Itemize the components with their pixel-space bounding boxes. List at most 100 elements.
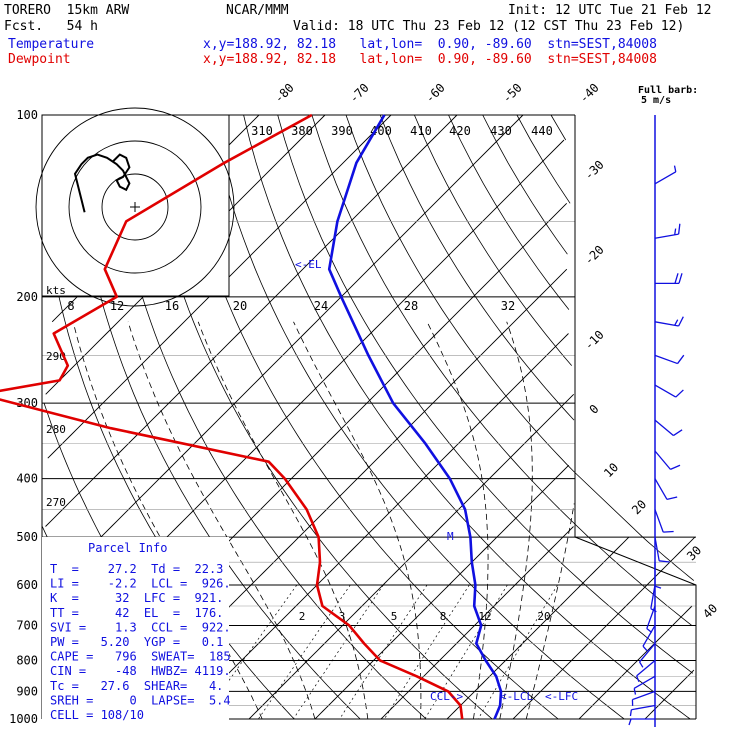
theta-label: 420 (449, 124, 471, 138)
temperature-station-info: x,y=188.92, 82.18 lat,lon= 0.90, -89.60 … (203, 37, 657, 52)
hodograph-panel: kts 8 12 16 20 24 28 32 (35, 107, 515, 313)
dewpoint-legend-label: Dewpoint (8, 52, 71, 67)
wind-barb (655, 273, 683, 285)
mixing-ratio-label: 5 (391, 610, 398, 623)
dry-adiabat-line (209, 114, 625, 720)
theta-label-low: 290 (46, 350, 66, 363)
wind-barb (636, 659, 656, 683)
theta-label-low: 280 (46, 423, 66, 436)
isotherm-label: -60 (423, 81, 448, 106)
parcel-info-title: Parcel Info (88, 541, 167, 555)
full-barb-label: Full barb: (638, 85, 698, 96)
isotherm-line (578, 605, 693, 720)
dry-adiabat-line (448, 114, 570, 310)
hodo-ring (101, 173, 169, 241)
pressure-tick-label: 600 (16, 578, 38, 592)
pressure-tick-label: 900 (16, 684, 38, 698)
pressure-tick-label: 400 (16, 472, 38, 486)
hodo-ring (68, 140, 202, 274)
moist-adiabat-line (499, 321, 533, 720)
pressure-tick-label: 1000 (9, 712, 38, 726)
parcel-info-row: SREH = 0 LAPSE= 5.4 (50, 693, 231, 707)
mixing-ratio-label: 3 (339, 610, 346, 623)
dry-adiabat-line (550, 114, 567, 141)
theta-label: 430 (490, 124, 512, 138)
wind-barb (654, 478, 678, 501)
dry-adiabat-line (379, 114, 575, 421)
wind-barb (654, 165, 677, 185)
isotherm-label: -80 (272, 81, 297, 106)
dry-adiabat-line (414, 114, 573, 366)
dry-adiabat-line (311, 114, 693, 626)
isotherm-line (182, 333, 569, 720)
chart-frame-right (574, 115, 697, 719)
wind-barb (654, 562, 662, 589)
mixing-ratio-label: 8 (440, 610, 447, 623)
hodo-speed-label: 32 (501, 299, 515, 313)
wind-barb (654, 316, 684, 327)
theta-label-low: 270 (46, 496, 66, 509)
mixing-ratio-label: 2 (299, 610, 306, 623)
wind-barb (654, 419, 683, 437)
parcel-info-row: K = 32 LFC = 921. (50, 591, 223, 605)
hodo-speed-label: 8 (67, 299, 74, 313)
wind-barb (628, 718, 655, 726)
temperature-legend-label: Temperature (8, 37, 95, 52)
isotherm-label: 40 (700, 601, 720, 621)
forecast-hour: Fcst. 54 h (4, 19, 98, 34)
pressure-tick-label: 500 (16, 530, 38, 544)
pressure-tick-label: 100 (16, 108, 38, 122)
pressure-tick-label: 200 (16, 290, 38, 304)
parcel-info-row: TT = 42 EL = 176. (50, 606, 223, 620)
wind-barb (654, 450, 681, 470)
isotherm-label: 30 (684, 543, 704, 563)
mixing-ratio-line (258, 584, 351, 720)
isotherm-label: -20 (582, 243, 607, 268)
isotherm-label: 10 (601, 460, 621, 480)
dry-adiabat-line (482, 114, 568, 255)
dewpoint-profile (0, 113, 464, 720)
theta-label: 380 (291, 124, 313, 138)
ccl-annotation: CCL-> (430, 690, 463, 703)
wind-barb (654, 354, 685, 365)
wind-barb (654, 537, 670, 563)
parcel-info-row: CIN = -48 HWBZ= 4119. (50, 664, 231, 678)
theta-label: 410 (410, 124, 432, 138)
hodo-ring (35, 107, 235, 307)
hodo-speed-label: 12 (110, 299, 124, 313)
wind-barb-panel: Full barb: 5 m/s (628, 85, 698, 727)
wind-barb (629, 704, 656, 717)
isotherm-labels: -80 -70 -60 -50 -40 -30 -20 -10 0 10 20 30 40 (272, 81, 721, 622)
moist-adiabat-line (127, 321, 316, 720)
model-title: TORERO 15km ARW (4, 3, 130, 18)
full-barb-units: 5 m/s (641, 95, 671, 106)
parcel-info-row: LI = -2.2 LCL = 926. (50, 577, 231, 591)
theta-label: 390 (331, 124, 353, 138)
isotherm-label: -10 (582, 328, 607, 353)
hodograph-trace (73, 153, 131, 213)
wind-barb (642, 625, 656, 652)
wind-barb (633, 675, 656, 695)
isotherm-label: -50 (500, 81, 525, 106)
mixing-ratio-line (424, 584, 508, 720)
hodo-speed-label: 16 (165, 299, 179, 313)
wind-barb (639, 643, 656, 668)
temperature-profile (327, 114, 503, 720)
parcel-info-row: CAPE = 796 SWEAT= 185 (50, 650, 231, 664)
isotherm-line (47, 114, 392, 459)
wind-barb (654, 384, 684, 398)
wind-barb (631, 690, 656, 706)
mixing-ratio-labels: 2 3 5 8 12 20 (299, 610, 551, 623)
init-time: Init: 12 UTC Tue 21 Feb 12 (508, 3, 712, 18)
parcel-info-row: PW = 5.20 YGP = 0.1 (50, 635, 223, 649)
parcel-info-row: SVI = 1.3 CCL = 922. (50, 620, 231, 634)
isotherm-line (45, 114, 458, 527)
isotherm-label: -40 (577, 81, 602, 106)
lfc-annotation: <-LFC (545, 690, 578, 703)
wind-barb (654, 509, 674, 533)
wind-barb (654, 223, 681, 239)
center-title: NCAR/MMM (226, 3, 289, 18)
el-annotation: <-EL (295, 258, 322, 271)
